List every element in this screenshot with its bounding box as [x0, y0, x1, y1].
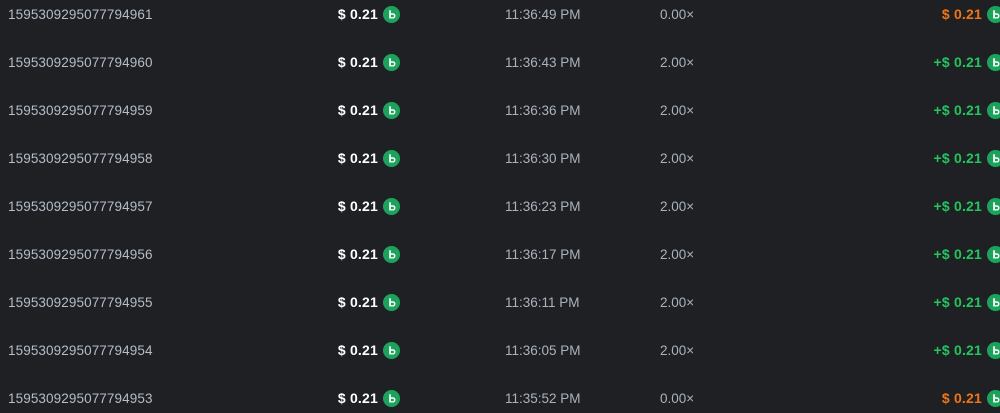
bet-amount-value: $ 0.21: [337, 102, 378, 118]
bet-history-row[interactable]: 1595309295077794957 $ 0.21 11:36:23 PM 2.00…: [0, 182, 1000, 230]
bet-amount-value: $ 0.21: [337, 54, 378, 70]
bet-amount-cell: $ 0.21: [330, 389, 400, 407]
bet-multiplier: 2.00×: [660, 342, 695, 358]
bet-id[interactable]: 1595309295077794953: [8, 390, 153, 406]
bet-amount-value: $ 0.21: [337, 390, 378, 406]
bet-payout-value: +$ 0.21: [933, 54, 982, 70]
bcd-coin-icon: [383, 389, 400, 407]
bet-id[interactable]: 1595309295077794961: [8, 6, 153, 22]
bcd-coin-icon: [383, 5, 400, 23]
bcd-coin-icon: [987, 5, 1000, 23]
bcd-coin-icon: [987, 101, 1000, 119]
bet-payout-value: +$ 0.21: [933, 198, 982, 214]
bet-amount-cell: $ 0.21: [330, 197, 400, 215]
bcd-coin-icon: [987, 389, 1000, 407]
bet-time: 11:36:17 PM: [505, 246, 581, 262]
bcd-coin-icon: [987, 293, 1000, 311]
bcd-coin-icon: [383, 341, 400, 359]
bcd-coin-icon: [987, 245, 1000, 263]
bet-time: 11:36:36 PM: [505, 102, 581, 118]
bet-amount-value: $ 0.21: [337, 294, 378, 310]
bet-history-row[interactable]: 1595309295077794953 $ 0.21 11:35:52 PM 0.00…: [0, 374, 1000, 413]
bcd-coin-icon: [383, 149, 400, 167]
bet-amount-value: $ 0.21: [337, 6, 378, 22]
bcd-coin-icon: [383, 245, 400, 263]
bet-amount-cell: $ 0.21: [330, 101, 400, 119]
bet-history-row[interactable]: 1595309295077794956 $ 0.21 11:36:17 PM 2.00…: [0, 230, 1000, 278]
bet-amount-cell: $ 0.21: [330, 341, 400, 359]
bet-payout-value: +$ 0.21: [933, 102, 982, 118]
bet-time: 11:35:52 PM: [505, 390, 581, 406]
bet-payout-value: +$ 0.21: [933, 342, 982, 358]
bet-payout-value: +$ 0.21: [933, 246, 982, 262]
bet-amount-cell: $ 0.21: [330, 245, 400, 263]
bet-history-row[interactable]: 1595309295077794955 $ 0.21 11:36:11 PM 2.00…: [0, 278, 1000, 326]
bet-multiplier: 2.00×: [660, 246, 695, 262]
bet-time: 11:36:30 PM: [505, 150, 581, 166]
bet-amount-value: $ 0.21: [337, 246, 378, 262]
bcd-coin-icon: [383, 197, 400, 215]
bet-payout-cell: $ 0.21: [941, 389, 1000, 407]
bet-amount-cell: $ 0.21: [330, 5, 400, 23]
bet-payout-cell: +$ 0.21: [933, 101, 1000, 119]
bet-history-row[interactable]: 1595309295077794958 $ 0.21 11:36:30 PM 2.00…: [0, 134, 1000, 182]
bcd-coin-icon: [383, 101, 400, 119]
bet-amount-cell: $ 0.21: [330, 149, 400, 167]
bet-payout-cell: +$ 0.21: [933, 245, 1000, 263]
bet-multiplier: 2.00×: [660, 198, 695, 214]
bcd-coin-icon: [383, 53, 400, 71]
bet-amount-cell: $ 0.21: [330, 293, 400, 311]
bcd-coin-icon: [383, 293, 400, 311]
bet-multiplier: 0.00×: [660, 6, 695, 22]
bet-multiplier: 0.00×: [660, 390, 695, 406]
bcd-coin-icon: [987, 197, 1000, 215]
bet-amount-value: $ 0.21: [337, 342, 378, 358]
bet-history-row[interactable]: 1595309295077794959 $ 0.21 11:36:36 PM 2.00…: [0, 86, 1000, 134]
bet-amount-value: $ 0.21: [337, 198, 378, 214]
bet-payout-cell: $ 0.21: [941, 5, 1000, 23]
bcd-coin-icon: [987, 341, 1000, 359]
bet-time: 11:36:05 PM: [505, 342, 581, 358]
bet-multiplier: 2.00×: [660, 54, 695, 70]
bet-id[interactable]: 1595309295077794960: [8, 54, 153, 70]
bet-amount-value: $ 0.21: [337, 150, 378, 166]
bet-payout-value: +$ 0.21: [933, 150, 982, 166]
bet-multiplier: 2.00×: [660, 294, 695, 310]
bet-amount-cell: $ 0.21: [330, 53, 400, 71]
bet-id[interactable]: 1595309295077794957: [8, 198, 153, 214]
bet-multiplier: 2.00×: [660, 150, 695, 166]
bet-time: 11:36:23 PM: [505, 198, 581, 214]
bet-payout-cell: +$ 0.21: [933, 149, 1000, 167]
bet-id[interactable]: 1595309295077794959: [8, 102, 153, 118]
bet-payout-cell: +$ 0.21: [933, 53, 1000, 71]
bet-payout-value: $ 0.21: [941, 6, 982, 22]
bet-multiplier: 2.00×: [660, 102, 695, 118]
bet-id[interactable]: 1595309295077794954: [8, 342, 153, 358]
bet-history-row[interactable]: 1595309295077794954 $ 0.21 11:36:05 PM 2.00…: [0, 326, 1000, 374]
bet-history-row[interactable]: 1595309295077794960 $ 0.21 11:36:43 PM 2.00…: [0, 38, 1000, 86]
bet-time: 11:36:43 PM: [505, 54, 581, 70]
bcd-coin-icon: [987, 53, 1000, 71]
bet-history-row[interactable]: 1595309295077794961 $ 0.21 11:36:49 PM 0.00…: [0, 0, 1000, 38]
bet-payout-value: +$ 0.21: [933, 294, 982, 310]
bet-id[interactable]: 1595309295077794956: [8, 246, 153, 262]
bet-id[interactable]: 1595309295077794955: [8, 294, 153, 310]
bet-payout-cell: +$ 0.21: [933, 197, 1000, 215]
bet-time: 11:36:49 PM: [505, 6, 581, 22]
bet-payout-cell: +$ 0.21: [933, 341, 1000, 359]
bet-id[interactable]: 1595309295077794958: [8, 150, 153, 166]
bet-payout-cell: +$ 0.21: [933, 293, 1000, 311]
bet-time: 11:36:11 PM: [505, 294, 580, 310]
bet-payout-value: $ 0.21: [941, 390, 982, 406]
bcd-coin-icon: [987, 149, 1000, 167]
